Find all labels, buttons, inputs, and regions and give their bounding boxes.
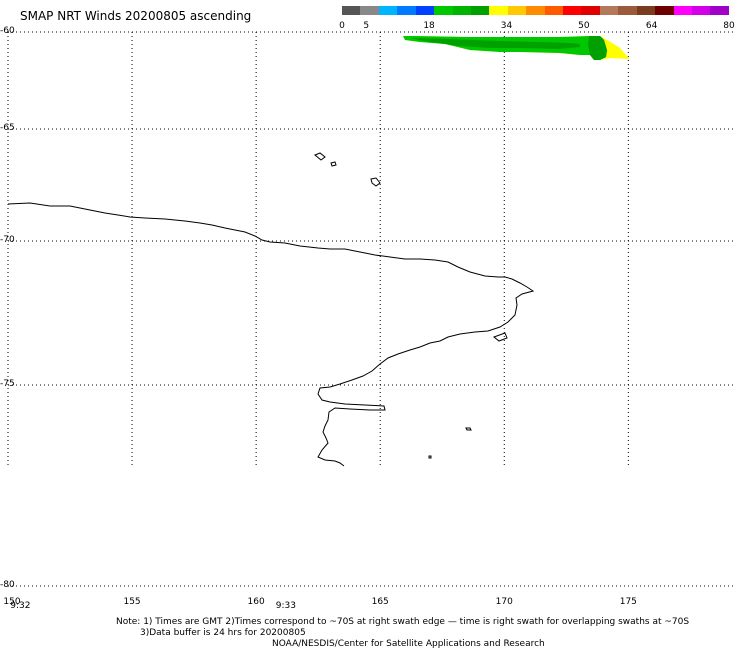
colorbar-segment: [452, 6, 471, 15]
colorbar-segment: [507, 6, 527, 15]
colorbar-segment: [434, 6, 453, 15]
colorbar-segment: [415, 6, 435, 15]
colorbar-segment: [470, 6, 490, 15]
latitude-label: -60: [0, 26, 15, 36]
longitude-label: 170: [495, 597, 513, 607]
longitude-label: 165: [371, 597, 389, 607]
colorbar-segment: [544, 6, 564, 15]
colorbar-segment: [710, 6, 729, 15]
longitude-label: 175: [619, 597, 637, 607]
island-4: [492, 332, 508, 342]
colorbar-tick-label: 80: [723, 21, 735, 31]
island-5: [465, 427, 472, 431]
wind-swath-dark-green-band: [410, 38, 580, 49]
latitude-label: -65: [0, 123, 15, 133]
colorbar-segment: [618, 6, 637, 15]
colorbar-segment: [378, 6, 398, 15]
colorbar-segment: [599, 6, 619, 15]
colorbar-tick-label: 64: [645, 21, 658, 31]
island-6: [428, 455, 432, 459]
latitude-label: -70: [0, 235, 15, 245]
colorbar-segment: [360, 6, 379, 15]
wind-swath: [403, 36, 630, 60]
note-line-2: 3)Data buffer is 24 hrs for 20200805: [140, 628, 306, 638]
colorbar-tick-label: 5: [363, 21, 370, 31]
graticule: [7, 31, 735, 587]
island-1: [314, 152, 326, 161]
latitude-label: -80: [0, 580, 15, 590]
latitude-label: -75: [0, 379, 15, 389]
colorbar-segment: [581, 6, 600, 15]
wind-swath-dark-green: [588, 36, 607, 60]
colorbar-segment: [563, 6, 582, 15]
swath-time-label: 9:33: [275, 601, 297, 611]
antarctic-coastline: [7, 152, 535, 467]
colorbar-tick-label: 0: [339, 21, 345, 31]
wind-speed-colorbar: [342, 6, 729, 15]
map-title: SMAP NRT Winds 20200805 ascending: [20, 9, 252, 23]
colorbar-segment: [397, 6, 416, 15]
colorbar-tick-label: 18: [423, 21, 435, 31]
colorbar-segment: [489, 6, 508, 15]
longitude-label: 160: [247, 597, 265, 607]
colorbar-tick-label: 34: [500, 21, 513, 31]
swath-time-label: 9:32: [10, 601, 31, 611]
colorbar-segment: [655, 6, 674, 15]
colorbar-segment: [636, 6, 656, 15]
colorbar-segment: [526, 6, 545, 15]
coastline-main: [7, 202, 535, 467]
colorbar-segment: [342, 6, 361, 15]
island-3: [370, 177, 381, 187]
credit-line: NOAA/NESDIS/Center for Satellite Applica…: [272, 639, 545, 649]
longitude-label: 155: [123, 597, 141, 607]
island-2: [330, 161, 337, 167]
colorbar-segment: [692, 6, 711, 15]
colorbar-tick-label: 50: [578, 21, 590, 31]
colorbar-segment: [673, 6, 693, 15]
note-line-1: Note: 1) Times are GMT 2)Times correspon…: [116, 617, 690, 627]
longitude-label: 150: [3, 597, 21, 607]
